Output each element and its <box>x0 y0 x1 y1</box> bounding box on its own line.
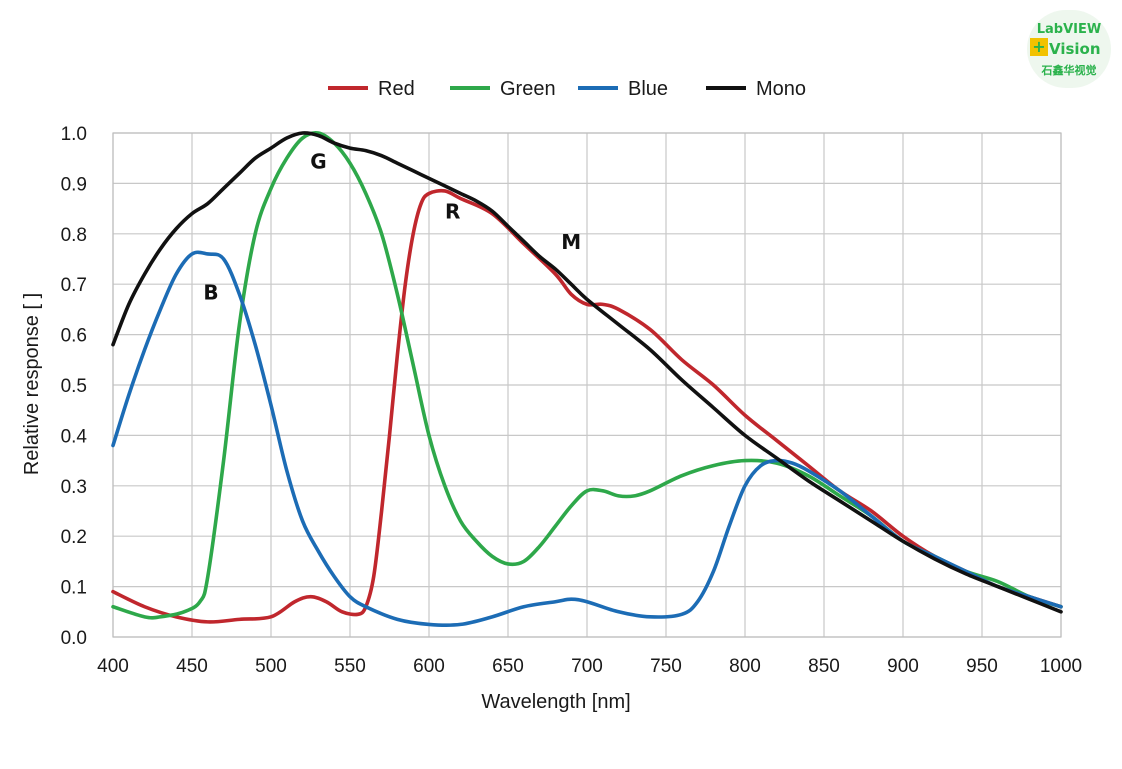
x-tick-label: 450 <box>176 656 208 677</box>
legend-label-green: Green <box>500 78 556 100</box>
logo-line3: 石鑫华视觉 <box>1041 64 1097 77</box>
plot-frame <box>112 132 1062 638</box>
legend-label-mono: Mono <box>756 78 806 100</box>
x-tick-label: 600 <box>413 656 445 677</box>
series-line-mono <box>111 131 1063 614</box>
legend-label-blue: Blue <box>628 78 668 100</box>
logo-line2: Vision <box>1049 40 1101 58</box>
y-tick-label: 0.2 <box>61 527 87 548</box>
annotation-b: B <box>203 280 218 304</box>
y-tick-labels: 0.0 0.1 0.2 0.3 0.4 0.5 0.6 0.7 0.8 0.9 1.0 <box>61 124 88 649</box>
logo-line1: LabVIEW <box>1036 22 1102 37</box>
x-tick-label: 900 <box>887 656 919 677</box>
x-tick-label: 800 <box>729 656 761 677</box>
series-lines <box>111 131 1063 627</box>
x-tick-label: 750 <box>650 656 682 677</box>
legend-label-red: Red <box>378 78 415 100</box>
legend: Red Green Blue Mono <box>328 78 806 100</box>
x-axis-label: Wavelength [nm] <box>481 691 630 713</box>
x-tick-label: 850 <box>808 656 840 677</box>
grid <box>112 132 1062 638</box>
x-tick-label: 650 <box>492 656 524 677</box>
series-line-blue <box>111 250 1063 627</box>
series-line-green <box>111 131 1063 620</box>
annotation-m: M <box>561 230 581 254</box>
y-axis-label: Relative response [ ] <box>21 293 43 475</box>
x-tick-label: 700 <box>571 656 603 677</box>
x-tick-labels: 400 450 500 550 600 650 700 750 800 850 900 950 1000 <box>97 656 1082 677</box>
y-tick-label: 0.6 <box>61 326 87 347</box>
y-tick-label: 1.0 <box>61 124 87 145</box>
logo-badge: LabVIEW + Vision 石鑫华视觉 <box>1027 10 1111 88</box>
y-tick-label: 0.4 <box>61 426 88 447</box>
x-tick-label: 550 <box>334 656 366 677</box>
y-tick-label: 0.7 <box>61 275 87 296</box>
y-tick-label: 0.8 <box>61 225 87 246</box>
annotation-g: G <box>310 149 326 173</box>
y-tick-label: 0.3 <box>61 477 87 498</box>
x-tick-label: 400 <box>97 656 129 677</box>
x-tick-label: 1000 <box>1040 656 1082 677</box>
curve-annotations: G R M B <box>203 149 581 304</box>
y-tick-label: 0.1 <box>61 578 87 599</box>
x-tick-label: 950 <box>966 656 998 677</box>
y-tick-label: 0.5 <box>61 376 87 397</box>
annotation-r: R <box>445 200 460 224</box>
y-tick-label: 0.9 <box>61 174 87 195</box>
x-tick-label: 500 <box>255 656 287 677</box>
logo-plus-icon: + <box>1030 38 1048 56</box>
y-tick-label: 0.0 <box>61 628 87 649</box>
